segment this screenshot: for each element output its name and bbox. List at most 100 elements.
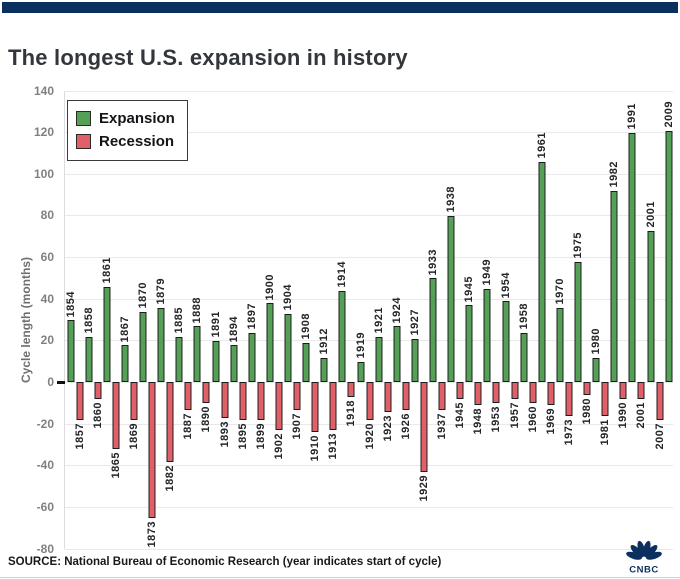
bar-1991-expansion xyxy=(628,132,636,383)
bar-1873-recession xyxy=(148,382,156,518)
bar-1867-expansion xyxy=(121,345,129,383)
bar-cell: 1894 xyxy=(228,91,240,549)
bar-cell: 2009 xyxy=(663,91,675,549)
bar-cell: 1904 xyxy=(282,91,294,549)
bar-cell: 1885 xyxy=(173,91,185,549)
bar-cell: 1895 xyxy=(237,91,249,549)
bar-1961-expansion xyxy=(538,161,546,383)
bar-1920-recession xyxy=(366,382,374,420)
bar-1981-recession xyxy=(601,382,609,416)
bar-1975-expansion xyxy=(574,261,582,383)
bar-cell: 2001 xyxy=(645,91,657,549)
bar-cell: 2007 xyxy=(654,91,666,549)
recession-swatch-icon xyxy=(76,134,91,149)
bar-1926-recession xyxy=(402,382,410,410)
bar-cell: 1969 xyxy=(545,91,557,549)
bar-1894-expansion xyxy=(230,345,238,383)
bar-cell: 1980 xyxy=(581,91,593,549)
bar-1913-recession xyxy=(329,382,337,431)
gridline xyxy=(65,423,673,425)
bar-2001-recession xyxy=(637,382,645,400)
bar-1860-recession xyxy=(94,382,102,400)
bar-1910-recession xyxy=(311,382,319,433)
bar-cell: 1860 xyxy=(92,91,104,549)
bar-cell: 1929 xyxy=(418,91,430,549)
bar-1923-recession xyxy=(384,382,392,412)
bar-1858-expansion xyxy=(85,336,93,383)
bar-cell: 1919 xyxy=(355,91,367,549)
bar-cell: 1920 xyxy=(364,91,376,549)
svg-text:CNBC: CNBC xyxy=(629,565,658,575)
bar-cell: 1960 xyxy=(527,91,539,549)
bar-1897-expansion xyxy=(248,332,256,383)
bar-1882-recession xyxy=(166,382,174,462)
bar-cell: 1908 xyxy=(300,91,312,549)
bar-cell: 1918 xyxy=(345,91,357,549)
bar-1885-expansion xyxy=(175,336,183,383)
bar-cell: 1890 xyxy=(200,91,212,549)
bar-cell: 1899 xyxy=(255,91,267,549)
bar-cell: 1893 xyxy=(219,91,231,549)
bar-cell: 1921 xyxy=(373,91,385,549)
bar-1914-expansion xyxy=(338,290,346,383)
y-tick-label: 60 xyxy=(40,250,54,265)
bar-1948-recession xyxy=(474,382,482,406)
page-title: The longest U.S. expansion in history xyxy=(8,44,408,70)
bar-cell: 2001 xyxy=(635,91,647,549)
bar-cell: 1970 xyxy=(554,91,566,549)
bar-1887-recession xyxy=(184,382,192,410)
legend-item-expansion: Expansion xyxy=(76,107,175,130)
legend: Expansion Recession xyxy=(67,100,188,161)
bar-cell: 1888 xyxy=(191,91,203,549)
zero-tick-mark xyxy=(57,380,65,384)
bar-1945-expansion xyxy=(465,305,473,383)
bar-1938-expansion xyxy=(447,215,455,383)
y-tick-label: -40 xyxy=(36,458,54,473)
bar-cell: 1945 xyxy=(463,91,475,549)
bar-cell: 1953 xyxy=(490,91,502,549)
bar-cell: 1924 xyxy=(391,91,403,549)
bar-cell: 1907 xyxy=(291,91,303,549)
bar-cell: 1869 xyxy=(128,91,140,549)
bar-1990-recession xyxy=(619,382,627,400)
peacock-icon: CNBC xyxy=(626,540,662,576)
gridline xyxy=(65,548,673,550)
bar-1869-recession xyxy=(130,382,138,420)
bar-cell: 1867 xyxy=(119,91,131,549)
bar-cell: 1891 xyxy=(210,91,222,549)
bar-cell: 1879 xyxy=(155,91,167,549)
bar-1890-recession xyxy=(202,382,210,404)
expansion-swatch-icon xyxy=(76,111,91,126)
gridline xyxy=(65,465,673,467)
bar-1945-recession xyxy=(456,382,464,400)
bar-1891-expansion xyxy=(212,340,220,383)
bar-cell: 1980 xyxy=(590,91,602,549)
bar-1933-expansion xyxy=(429,278,437,383)
bar-cell: 1927 xyxy=(409,91,421,549)
bar-cell: 1854 xyxy=(65,91,77,549)
bar-cell: 1887 xyxy=(182,91,194,549)
bar-1982-expansion xyxy=(610,190,618,383)
bar-1980-expansion xyxy=(592,357,600,383)
y-tick-label: 40 xyxy=(40,291,54,306)
bar-1919-expansion xyxy=(357,361,365,383)
y-tick-label: 100 xyxy=(33,166,54,181)
y-tick-label: 0 xyxy=(47,374,54,389)
bar-2009-expansion xyxy=(665,130,673,383)
bar-cell: 1990 xyxy=(617,91,629,549)
bar-1870-expansion xyxy=(139,311,147,383)
bar-1899-recession xyxy=(257,382,265,420)
gridline xyxy=(65,298,673,300)
y-tick-label: 80 xyxy=(40,208,54,223)
bar-cell: 1991 xyxy=(626,91,638,549)
bar-1908-expansion xyxy=(302,342,310,383)
gridline xyxy=(65,90,673,92)
bar-cell: 1897 xyxy=(246,91,258,549)
legend-label: Recession xyxy=(99,133,175,150)
cnbc-logo: CNBC xyxy=(620,540,668,576)
bar-1854-expansion xyxy=(67,320,75,383)
bar-2001-expansion xyxy=(647,230,655,383)
bar-cell: 1923 xyxy=(382,91,394,549)
bar-cell: 1961 xyxy=(536,91,548,549)
